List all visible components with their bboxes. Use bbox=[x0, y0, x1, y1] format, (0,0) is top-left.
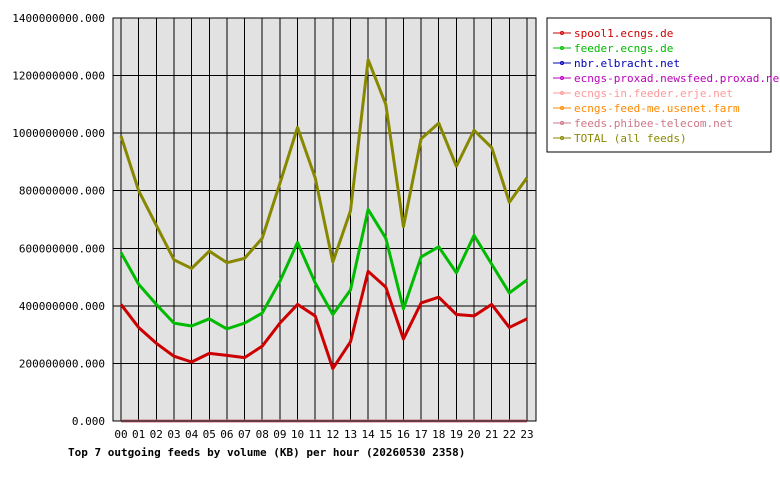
x-axis-ticks: 00 01 02 03 04 05 06 07 08 09 10 11 12 13 14 15 16 17 18 19… bbox=[114, 428, 533, 441]
x-tick-label: 14 bbox=[362, 428, 376, 441]
legend-label: spool1.ecngs.de bbox=[574, 27, 673, 40]
y-tick-label: 200000000.000 bbox=[19, 357, 105, 370]
series-line-0 bbox=[119, 269, 528, 371]
x-tick-label: 22 bbox=[503, 428, 516, 441]
legend-marker bbox=[560, 76, 564, 80]
legend-box bbox=[546, 17, 772, 153]
y-tick-label: 1000000000.000 bbox=[12, 127, 105, 140]
x-tick-label: 23 bbox=[520, 428, 533, 441]
x-tick-label: 20 bbox=[467, 428, 480, 441]
y-tick-label: 600000000.000 bbox=[19, 242, 105, 255]
legend-label: ecngs-in.feeder.erje.net bbox=[574, 87, 733, 100]
legend-marker bbox=[560, 106, 564, 110]
series-line-1 bbox=[119, 207, 528, 331]
x-tick-label: 16 bbox=[397, 428, 410, 441]
x-tick-label: 15 bbox=[379, 428, 392, 441]
x-tick-label: 21 bbox=[485, 428, 498, 441]
x-tick-label: 01 bbox=[132, 428, 145, 441]
legend-marker bbox=[560, 136, 564, 140]
x-tick-label: 08 bbox=[256, 428, 269, 441]
legend-marker bbox=[560, 46, 564, 50]
x-tick-label: 06 bbox=[220, 428, 233, 441]
legend-label: nbr.elbracht.net bbox=[574, 57, 680, 70]
x-tick-label: 04 bbox=[185, 428, 199, 441]
legend-marker bbox=[560, 61, 564, 65]
x-tick-label: 19 bbox=[450, 428, 463, 441]
x-tick-label: 12 bbox=[326, 428, 339, 441]
y-tick-label: 1400000000.000 bbox=[12, 12, 105, 25]
x-tick-label: 17 bbox=[414, 428, 427, 441]
plot-frame bbox=[112, 17, 537, 422]
y-tick-label: 0.000 bbox=[72, 415, 105, 428]
x-tick-label: 07 bbox=[238, 428, 251, 441]
legend-marker bbox=[560, 91, 564, 95]
y-tick-label: 1200000000.000 bbox=[12, 70, 105, 83]
x-tick-label: 05 bbox=[203, 428, 216, 441]
legend-label: feeds.phibee-telecom.net bbox=[574, 117, 733, 130]
chart-title: Top 7 outgoing feeds by volume (KB) per … bbox=[68, 446, 465, 459]
grid bbox=[113, 17, 536, 422]
legend-label: ecngs-proxad.newsfeed.proxad.net bbox=[574, 72, 780, 85]
legend-label: feeder.ecngs.de bbox=[574, 42, 673, 55]
y-tick-label: 400000000.000 bbox=[19, 300, 105, 313]
legend: spool1.ecngs.de feeder.ecngs.de nbr.elbrac… bbox=[546, 17, 780, 153]
legend-marker bbox=[560, 31, 564, 35]
x-tick-label: 00 bbox=[114, 428, 127, 441]
x-tick-label: 03 bbox=[167, 428, 180, 441]
legend-label: ecngs-feed-me.usenet.farm bbox=[574, 102, 740, 115]
legend-label: TOTAL (all feeds) bbox=[574, 132, 687, 145]
x-tick-label: 10 bbox=[291, 428, 304, 441]
legend-items: spool1.ecngs.de feeder.ecngs.de nbr.elbrac… bbox=[553, 27, 780, 145]
y-tick-label: 800000000.000 bbox=[19, 185, 105, 198]
y-axis-ticks: 0.000 200000000.000 400000000.000 600000000… bbox=[12, 12, 105, 428]
x-tick-label: 11 bbox=[309, 428, 322, 441]
x-tick-label: 13 bbox=[344, 428, 357, 441]
x-tick-label: 18 bbox=[432, 428, 445, 441]
legend-marker bbox=[560, 121, 564, 125]
series-line-7 bbox=[119, 58, 529, 270]
x-tick-label: 02 bbox=[150, 428, 163, 441]
x-tick-label: 09 bbox=[273, 428, 286, 441]
